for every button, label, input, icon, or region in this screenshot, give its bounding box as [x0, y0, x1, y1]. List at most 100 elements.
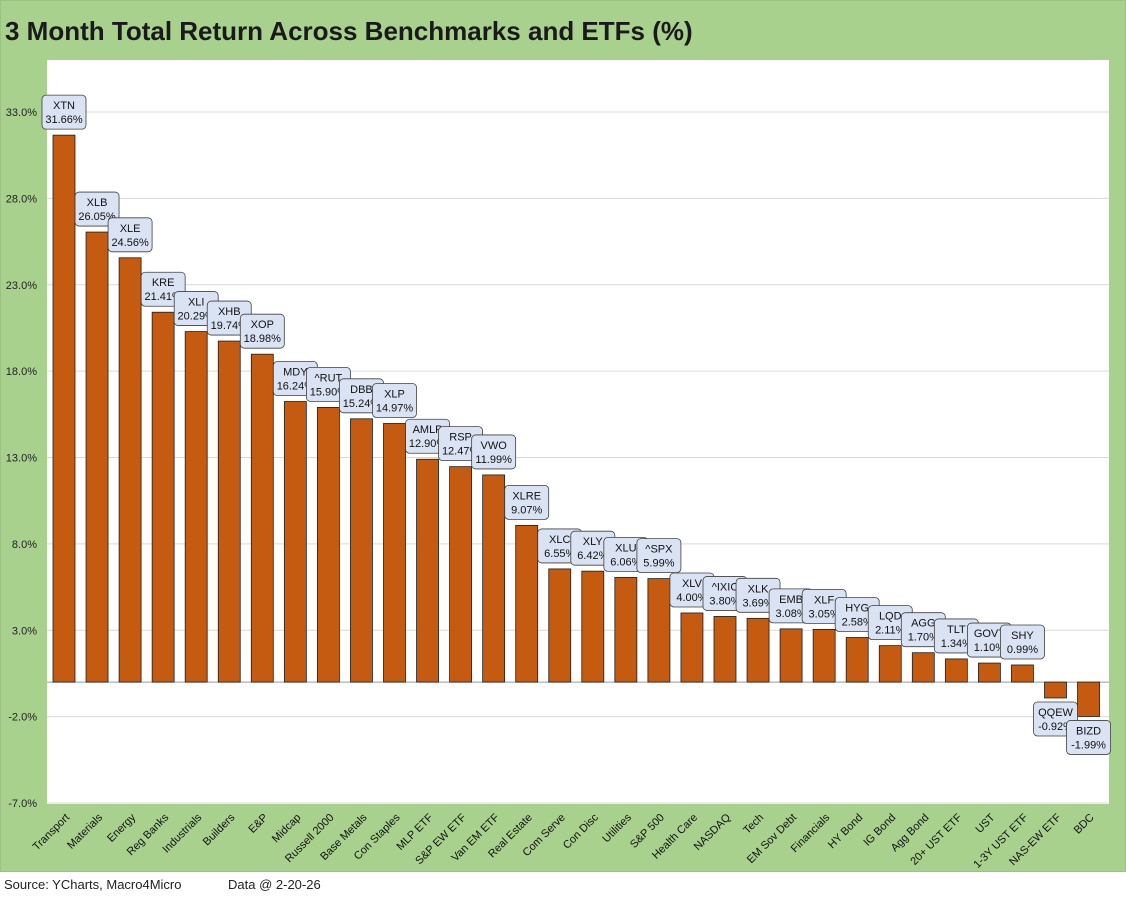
data-label-value: 3.08% [775, 608, 806, 620]
data-label-box [636, 538, 682, 573]
data-label-box [372, 383, 417, 418]
x-category-label: HY Bond [826, 812, 865, 851]
data-label-box [1066, 720, 1111, 755]
y-tick-label: -2.0% [8, 712, 37, 724]
y-tick-label: 8.0% [12, 539, 37, 551]
data-label-value: 16.24% [277, 381, 315, 393]
data-label-ticker: XLK [748, 583, 769, 595]
bar [1011, 664, 1034, 683]
bar [350, 418, 373, 683]
data-label-box [107, 217, 153, 253]
data-label-ticker: XOP [251, 319, 274, 331]
x-category-label: Transport [31, 812, 72, 853]
data-label-ticker: TLT [947, 624, 966, 636]
data-label-ticker: DBB [350, 384, 373, 396]
data-label-ticker: XTN [53, 100, 75, 112]
data-label-value: 3.69% [742, 597, 773, 609]
data-label-value: 1.34% [941, 638, 972, 650]
bar [845, 637, 869, 683]
y-axis-ticks: 33.0% 28.0% 23.0% 18.0% 13.0% 8.0% 3.0% -2.0% -7… [6, 107, 37, 810]
bar [151, 311, 175, 683]
data-label-value: 15.90% [310, 386, 348, 398]
bar [184, 331, 208, 683]
source-note: Source: YCharts, Macro4Micro [4, 877, 182, 892]
bar [1044, 681, 1067, 699]
data-label-ticker: KRE [152, 277, 175, 289]
y-tick-label: 23.0% [6, 280, 37, 292]
data-label: XOP 18.98% [239, 313, 285, 349]
data-label-ticker: RSP [449, 432, 472, 444]
data-label-value: 1.70% [908, 632, 939, 644]
chart-title: 3 Month Total Return Across Benchmarks a… [5, 16, 693, 46]
bar [812, 628, 836, 683]
data-label-value: 6.06% [610, 556, 641, 568]
x-category-label: Materials [65, 811, 105, 851]
bar [779, 628, 803, 683]
bar [978, 662, 1001, 683]
data-label: VWO 11.99% [471, 434, 517, 470]
bar [1077, 681, 1100, 717]
data-label-ticker: EMB [779, 594, 803, 606]
bar [449, 466, 473, 683]
data-label-value: 21.41% [144, 291, 182, 303]
data-label-ticker: ^SPX [645, 544, 673, 556]
x-category-label: NASDAQ [692, 811, 734, 853]
y-tick-label: -7.0% [8, 798, 37, 810]
bar [746, 617, 770, 683]
data-label-value: 2.11% [875, 625, 906, 637]
data-label-box [1000, 624, 1045, 660]
data-label: BIZD -1.99% [1066, 720, 1111, 755]
data-label-value: 31.66% [45, 114, 83, 126]
data-label-ticker: SHY [1011, 630, 1034, 642]
y-tick-label: 33.0% [6, 107, 37, 119]
data-label-value: 26.05% [78, 211, 116, 223]
data-label-value: 12.47% [442, 446, 480, 458]
bar [878, 645, 902, 683]
y-tick-label: 3.0% [12, 625, 37, 637]
data-label-value: 3.05% [809, 608, 840, 620]
x-category-label: Builders [201, 811, 238, 848]
data-label: XLRE 9.07% [504, 484, 550, 520]
data-label-value: 15.24% [343, 398, 381, 410]
data-label-ticker: XHB [218, 306, 241, 318]
data-label-ticker: QQEW [1038, 707, 1073, 719]
data-label: XLP 14.97% [372, 383, 417, 418]
data-label-value: 1.10% [974, 642, 1005, 654]
data-label-box [41, 94, 87, 130]
data-label-box [471, 434, 517, 470]
data-label-ticker: AMLP [413, 424, 443, 436]
data-label-ticker: ^IXIC [712, 581, 739, 593]
data-label-value: 18.98% [244, 333, 282, 345]
x-category-label: E&P [246, 812, 270, 836]
bar [680, 612, 704, 683]
bar [383, 423, 406, 683]
data-label: RSP 12.47% [438, 426, 484, 462]
bar [52, 134, 76, 683]
bar [548, 568, 572, 683]
data-label-ticker: XLB [87, 197, 108, 209]
bar [515, 524, 539, 683]
data-label-value: 4.00% [676, 592, 707, 604]
bar [416, 458, 439, 683]
bar [482, 474, 506, 683]
bar [581, 570, 605, 683]
data-label-value: 2.58% [842, 617, 873, 629]
data-label-ticker: XLC [549, 534, 570, 546]
data-label-value: -0.92% [1038, 721, 1073, 733]
data-label: XTN 31.66% [41, 94, 87, 130]
data-label-ticker: LQD [879, 611, 902, 623]
data-label-box [239, 313, 285, 349]
data-label-value: 19.74% [211, 320, 249, 332]
data-label-value: 0.99% [1007, 644, 1038, 656]
bar [944, 658, 968, 683]
data-label-ticker: ^RUT [315, 372, 343, 384]
bar [118, 257, 142, 683]
data-label-ticker: XLU [615, 542, 636, 554]
data-label-box [504, 484, 550, 520]
bar [713, 616, 737, 683]
bars [52, 134, 1100, 717]
data-label-value: 12.90% [409, 438, 447, 450]
data-label-value: 24.56% [111, 237, 149, 249]
data-label-value: 6.55% [544, 548, 575, 560]
